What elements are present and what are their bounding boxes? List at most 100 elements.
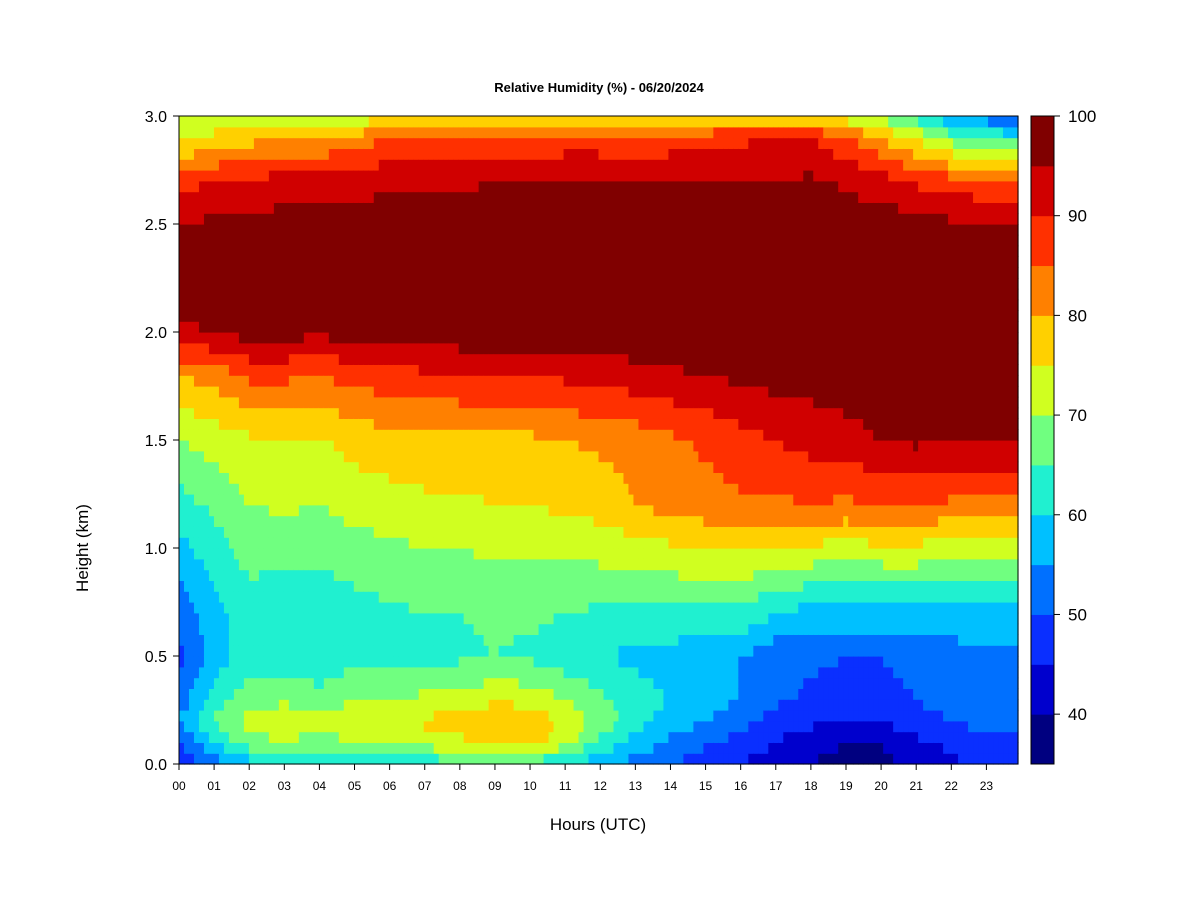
- heatmap-cell: [413, 602, 420, 614]
- heatmap-cell: [458, 699, 465, 711]
- heatmap-cell: [518, 126, 525, 139]
- heatmap-cell: [523, 720, 530, 733]
- heatmap-cell: [343, 634, 350, 646]
- heatmap-cell: [523, 612, 530, 625]
- heatmap-cell: [398, 159, 405, 171]
- heatmap-cell: [443, 472, 450, 484]
- heatmap-cell: [543, 688, 550, 700]
- heatmap-cell: [323, 710, 330, 722]
- heatmap-cell: [373, 353, 380, 365]
- heatmap-cell: [233, 645, 240, 657]
- heatmap-cell: [448, 450, 455, 463]
- heatmap-cell: [288, 126, 295, 139]
- heatmap-cell: [418, 515, 425, 527]
- heatmap-cell: [268, 699, 275, 711]
- heatmap-cell: [198, 429, 205, 441]
- heatmap-cell: [378, 213, 385, 225]
- heatmap-cell: [473, 332, 480, 344]
- heatmap-cell: [498, 418, 505, 430]
- heatmap-cell: [553, 256, 560, 268]
- heatmap-cell: [428, 407, 435, 419]
- heatmap-cell: [473, 710, 480, 722]
- heatmap-cell: [483, 407, 490, 419]
- heatmap-cell: [563, 666, 570, 679]
- heatmap-cell: [443, 634, 450, 646]
- heatmap-cell: [448, 256, 455, 268]
- heatmap-cell: [388, 483, 395, 495]
- heatmap-cell: [233, 299, 240, 311]
- heatmap-cell: [518, 137, 525, 149]
- heatmap-cell: [223, 591, 230, 603]
- heatmap-cell: [543, 116, 550, 128]
- heatmap-cell: [483, 645, 490, 657]
- heatmap-cell: [428, 699, 435, 711]
- heatmap-cell: [308, 191, 315, 203]
- heatmap-cell: [553, 234, 560, 247]
- heatmap-cell: [493, 116, 500, 128]
- heatmap-cell: [408, 407, 415, 419]
- heatmap-cell: [218, 396, 225, 409]
- heatmap-cell: [393, 731, 400, 743]
- heatmap-cell: [548, 515, 555, 527]
- heatmap-cell: [468, 418, 475, 430]
- heatmap-cell: [398, 288, 405, 301]
- heatmap-cell: [383, 720, 390, 733]
- heatmap-cell: [263, 213, 270, 225]
- heatmap-cell: [508, 710, 515, 722]
- heatmap-cell: [578, 472, 585, 484]
- heatmap-cell: [213, 731, 220, 743]
- heatmap-cell: [208, 742, 215, 754]
- heatmap-cell: [283, 386, 290, 398]
- heatmap-cell: [478, 666, 485, 679]
- heatmap-cell: [203, 180, 210, 193]
- heatmap-cell: [368, 742, 375, 754]
- heatmap-cell: [248, 116, 255, 128]
- heatmap-cell: [588, 202, 595, 214]
- heatmap-cell: [463, 342, 470, 355]
- heatmap-cell: [233, 558, 240, 571]
- heatmap-cell: [578, 731, 585, 743]
- heatmap-cell: [338, 116, 345, 128]
- heatmap-cell: [343, 612, 350, 625]
- heatmap-cell: [218, 688, 225, 700]
- heatmap-cell: [463, 677, 470, 689]
- heatmap-cell: [463, 515, 470, 527]
- heatmap-cell: [283, 753, 290, 765]
- heatmap-cell: [413, 483, 420, 495]
- heatmap-cell: [228, 342, 235, 355]
- heatmap-cell: [268, 731, 275, 743]
- heatmap-cell: [263, 526, 270, 538]
- heatmap-cell: [448, 170, 455, 182]
- heatmap-cell: [268, 386, 275, 398]
- heatmap-cell: [258, 688, 265, 700]
- heatmap-cell: [213, 386, 220, 398]
- heatmap-cell: [388, 116, 395, 128]
- heatmap-cell: [363, 116, 370, 128]
- heatmap-cell: [518, 353, 525, 365]
- heatmap-cell: [423, 321, 430, 333]
- heatmap-cell: [458, 483, 465, 495]
- heatmap-cell: [333, 310, 340, 322]
- heatmap-cell: [293, 159, 300, 171]
- heatmap-cell: [538, 753, 545, 765]
- heatmap-cell: [358, 472, 365, 484]
- heatmap-cell: [553, 180, 560, 193]
- heatmap-cell: [408, 602, 415, 614]
- heatmap-cell: [303, 731, 310, 743]
- heatmap-cell: [523, 310, 530, 322]
- heatmap-cell: [418, 461, 425, 473]
- heatmap-cell: [348, 137, 355, 149]
- heatmap-cell: [193, 364, 200, 376]
- heatmap-cell: [428, 137, 435, 149]
- heatmap-cell: [448, 537, 455, 549]
- heatmap-cell: [403, 720, 410, 733]
- heatmap-cell: [388, 310, 395, 322]
- heatmap-cell: [343, 386, 350, 398]
- heatmap-cell: [498, 666, 505, 679]
- heatmap-cell: [488, 612, 495, 625]
- heatmap-cell: [238, 580, 245, 592]
- heatmap-cell: [403, 429, 410, 441]
- heatmap-cell: [293, 515, 300, 527]
- heatmap-cell: [428, 612, 435, 625]
- heatmap-cell: [408, 710, 415, 722]
